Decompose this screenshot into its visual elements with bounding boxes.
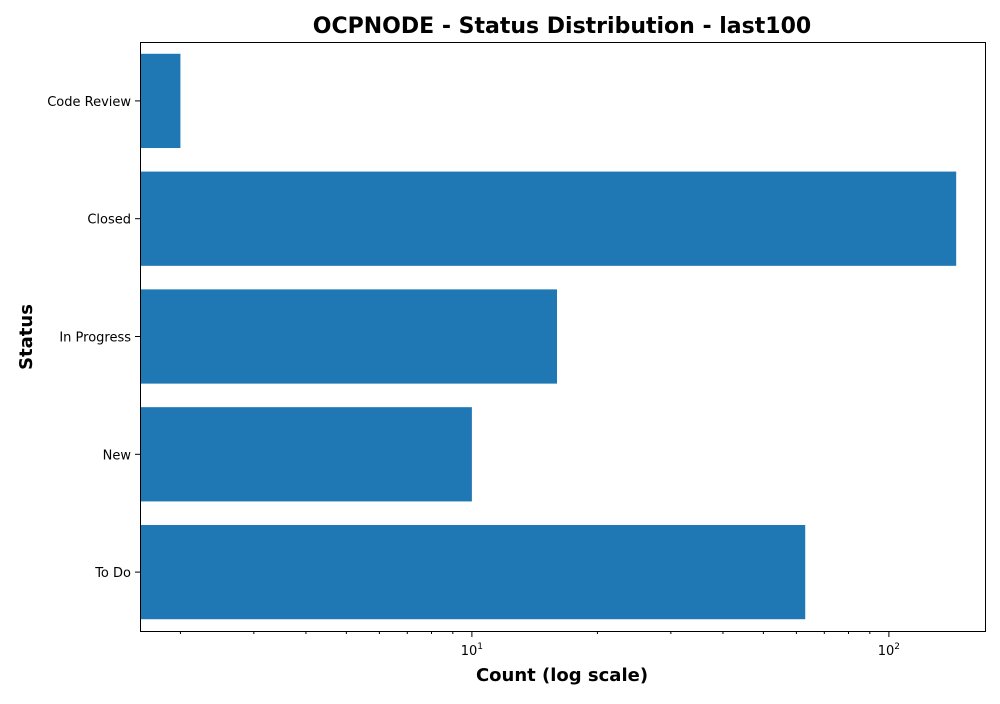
y-tick-label: New: [103, 448, 132, 463]
y-tick-label: Code Review: [47, 95, 131, 110]
chart-title: OCPNODE - Status Distribution - last100: [313, 14, 811, 39]
y-tick-label: Closed: [87, 213, 131, 228]
y-tick-label: To Do: [94, 566, 131, 581]
plot-frame: [140, 42, 986, 632]
ticks-group: Code Review Closed In Progress New To Do 101 1…: [47, 95, 900, 659]
bar-in-progress: [140, 289, 558, 384]
y-tick-label: In Progress: [59, 331, 131, 346]
y-axis-label: Status: [16, 304, 37, 370]
x-tick-label: 102: [878, 642, 900, 659]
x-axis-label: Count (log scale): [476, 665, 648, 686]
bar-closed: [140, 171, 957, 266]
bars-group: [140, 53, 957, 620]
bar-to-do: [140, 524, 806, 620]
bar-code-review: [140, 53, 181, 149]
x-tick-label: 101: [461, 642, 483, 659]
bar-new: [140, 407, 472, 502]
